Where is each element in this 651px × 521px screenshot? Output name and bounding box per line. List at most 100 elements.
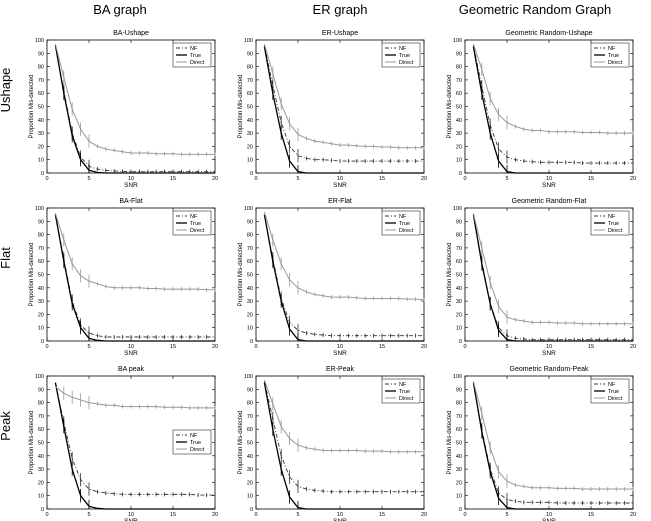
data-point-direct [590,323,592,325]
data-point-nf [556,161,559,163]
x-tick-label: 15 [379,512,385,518]
data-point-direct [280,103,282,105]
data-point-nf [423,160,425,162]
data-point-direct [565,131,567,133]
y-axis-label: Proportion Mis-detected [29,243,35,307]
data-point-nf [415,160,417,162]
data-point-nf [147,493,149,495]
data-point-direct [105,148,107,150]
data-point-direct [155,153,157,155]
data-point-direct [214,289,216,291]
data-point-nf [347,491,349,493]
panel-title: Geometric Random-Ushape [505,30,592,37]
data-point-direct [272,403,274,405]
x-tick-label: 10 [337,176,343,182]
data-point-nf [189,336,191,338]
y-tick-label: 80 [247,233,253,239]
x-tick-label: 5 [505,512,508,518]
y-tick-label: 60 [38,259,44,265]
x-tick-label: 5 [505,176,508,182]
data-point-direct [96,283,98,285]
panel-0: BA-Ushape 0 10 20 30 40 50 60 70 80 90 100 0 5 10 15 20 S… [29,30,218,189]
x-tick-label: 0 [45,176,48,182]
y-tick-label: 30 [456,299,462,305]
data-point-nf [523,501,525,503]
data-point-nf [272,417,274,420]
data-point-nf [615,162,617,164]
data-point-nf [138,171,140,173]
data-point-nf [305,488,307,490]
data-point-direct [71,263,73,265]
data-point-direct [373,145,375,147]
data-point-direct [180,288,182,290]
x-tick-label: 0 [45,344,48,350]
data-point-true [272,260,274,262]
data-point-nf [105,169,107,171]
y-tick-label: 30 [38,131,44,137]
y-tick-label: 90 [38,219,44,225]
y-tick-label: 80 [38,401,44,407]
x-tick-label: 15 [588,344,594,350]
y-tick-label: 100 [35,374,44,380]
data-point-nf [624,162,626,164]
y-tick-label: 30 [38,467,44,473]
column-title-ba: BA graph [93,2,147,17]
data-point-direct [164,406,166,408]
data-point-nf [423,335,425,337]
panel-2: Geometric Random-Ushape01020304050607080… [447,30,636,189]
data-point-true [80,159,82,161]
legend-label-direct: Direct [608,60,623,66]
data-point-nf [598,162,601,164]
y-axis-label: Proportion Mis-detected [238,411,244,475]
panel-6: BA peak 0 10 20 30 40 50 60 70 80 90 100 0 5 10 15 20 SNR… [29,366,218,521]
data-point-direct [373,297,375,300]
data-point-direct [88,140,90,142]
data-point-true [297,339,299,341]
data-point-nf [590,502,592,504]
data-point-direct [381,450,383,452]
data-point-nf [113,170,115,172]
data-point-direct [607,323,609,325]
data-point-direct [373,450,375,452]
data-point-direct [96,145,98,147]
data-point-nf [96,491,98,493]
x-tick-label: 5 [87,176,90,182]
data-point-direct [523,485,525,487]
legend-label-nf: NF [190,46,198,52]
x-tick-label: 15 [170,176,176,182]
data-point-direct [598,323,601,325]
data-point-true [88,169,90,171]
data-point-direct [122,405,124,408]
data-point-nf [96,335,98,337]
y-tick-label: 40 [247,286,253,292]
data-point-direct [138,287,140,289]
data-point-direct [556,322,559,324]
data-point-direct [314,140,316,142]
data-point-direct [489,447,491,449]
data-point-nf [556,502,559,504]
data-point-direct [381,146,383,148]
series-line-direct [54,213,215,291]
data-point-direct [189,153,191,155]
data-point-direct [398,451,400,453]
data-point-direct [540,321,542,323]
series-line-direct [472,213,633,325]
legend-label-true: True [190,221,201,227]
data-point-true [481,92,483,94]
data-point-nf [565,502,567,504]
y-tick-label: 0 [41,171,44,177]
data-point-direct [339,296,341,298]
panel-3: BA-Flat 0 10 20 30 40 50 60 70 80 90 100 0 5 10 15 20 SNR… [29,198,218,357]
data-point-direct [80,399,82,401]
y-tick-label: 0 [250,339,253,345]
legend-label-nf: NF [608,214,616,220]
series-line-true [54,382,215,510]
data-point-nf [305,332,307,334]
data-point-nf [180,336,182,338]
data-point-direct [272,239,274,241]
y-tick-label: 70 [38,414,44,420]
data-point-nf [573,502,575,504]
y-tick-label: 70 [456,246,462,252]
data-point-nf [506,156,508,158]
y-tick-label: 10 [456,494,462,500]
